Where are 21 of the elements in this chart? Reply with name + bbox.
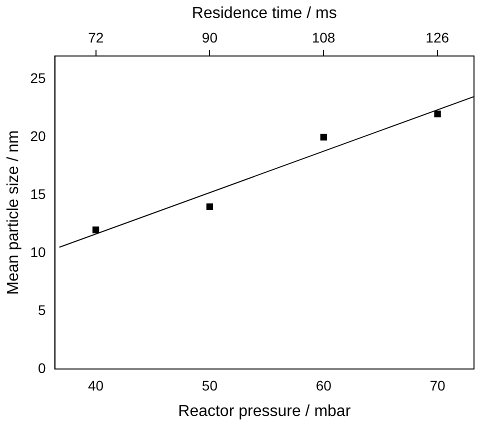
- x2-axis-title: Residence time / ms: [192, 5, 337, 22]
- x-tick-label: 50: [202, 377, 218, 394]
- point: [92, 226, 100, 234]
- y-tick-label: 0: [38, 360, 46, 376]
- y-tick-label: 5: [38, 302, 46, 318]
- x-tick-label: 60: [316, 377, 332, 394]
- point: [320, 134, 327, 140]
- y-tick-label: 25: [30, 70, 46, 86]
- x2-tick-label: 126: [426, 29, 450, 46]
- point: [206, 203, 214, 210]
- x-tick-label: 40: [88, 377, 104, 394]
- x2-tick-label: 108: [312, 29, 336, 46]
- x-tick-label: 70: [430, 377, 446, 394]
- x2-tick-label: 72: [88, 29, 104, 46]
- y-tick-label: 20: [30, 128, 46, 144]
- x2-tick-label: 90: [202, 29, 218, 46]
- x-axis-title: Reactor pressure / mbar: [178, 402, 352, 420]
- y-tick-label: 15: [30, 186, 46, 202]
- y-tick-label: 10: [30, 244, 46, 260]
- y-axis-title: Mean particle size / nm: [5, 130, 22, 295]
- point: [434, 110, 441, 118]
